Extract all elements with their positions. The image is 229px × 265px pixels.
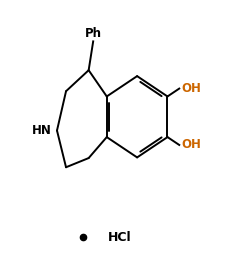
Text: HCl: HCl <box>108 231 131 244</box>
Text: HN: HN <box>31 124 51 137</box>
Text: OH: OH <box>182 82 201 95</box>
Text: OH: OH <box>182 138 201 152</box>
Text: Ph: Ph <box>85 27 102 40</box>
